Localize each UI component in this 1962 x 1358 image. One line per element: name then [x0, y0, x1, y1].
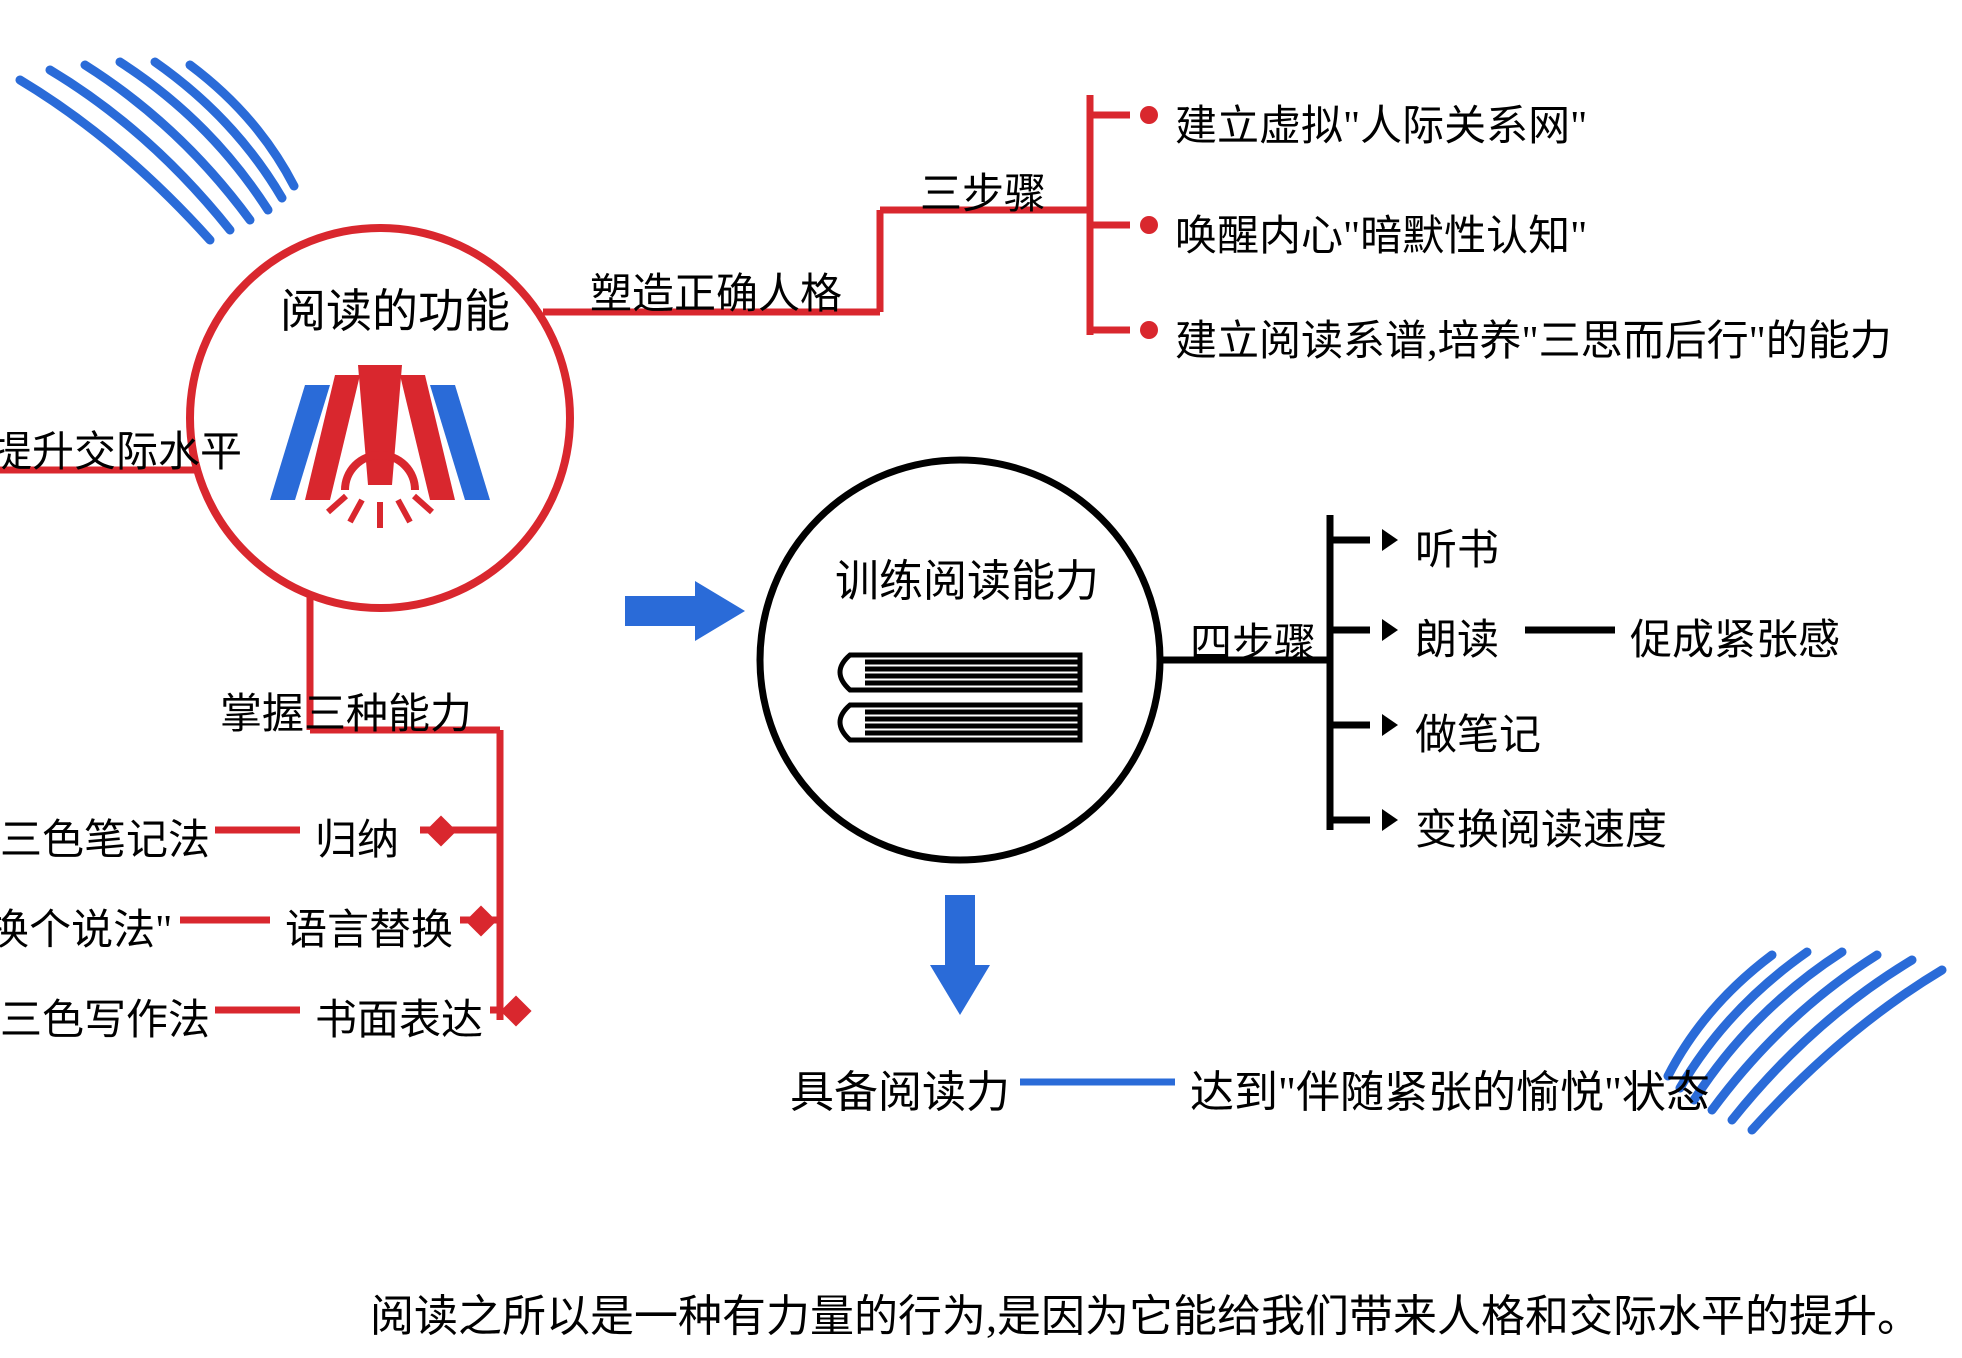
branch-right-label: 四步骤: [1190, 610, 1316, 671]
top-item-3: 建立阅读系谱,培养"三思而后行"的能力: [1175, 307, 1892, 368]
bottom-left-1: 三色笔记法: [0, 806, 210, 867]
diamond-icon: [500, 995, 531, 1026]
bottom-left-3: 三色写作法: [0, 986, 210, 1047]
bottom-right-1: 归纳: [315, 806, 399, 867]
node3-left: 具备阅读力: [790, 1056, 1010, 1120]
triangle-icon: [1382, 619, 1398, 641]
bullet-icon: [1140, 321, 1158, 339]
triangle-icon: [1382, 529, 1398, 551]
branch-bottom-label: 掌握三种能力: [220, 680, 472, 741]
bottom-right-2: 语言替换: [285, 896, 453, 957]
right-item-4: 变换阅读速度: [1415, 796, 1667, 857]
diamond-icon: [425, 815, 456, 846]
diamond-icon: [465, 905, 496, 936]
bottom-right-3: 书面表达: [315, 986, 483, 1047]
triangle-icon: [1382, 809, 1398, 831]
top-item-1: 建立虚拟"人际关系网": [1175, 92, 1587, 153]
bottom-left-2: "换个说法": [0, 896, 172, 957]
branch-left-label: 提升交际水平: [0, 418, 242, 479]
triangle-icon: [1382, 714, 1398, 736]
right-item-2-suffix: 促成紧张感: [1630, 606, 1840, 667]
node1-title: 阅读的功能: [280, 275, 510, 341]
right-item-1: 听书: [1415, 516, 1499, 577]
right-item-3: 做笔记: [1415, 701, 1541, 762]
branch-top-label: 塑造正确人格: [590, 260, 842, 321]
caption-text: 阅读之所以是一种有力量的行为,是因为它能给我们带来人格和交际水平的提升。: [370, 1280, 1921, 1344]
right-item-2: 朗读: [1415, 606, 1499, 667]
top-item-2: 唤醒内心"暗默性认知": [1175, 202, 1587, 263]
branch-top-sublabel: 三步骤: [920, 160, 1046, 221]
bullet-icon: [1140, 106, 1158, 124]
mindmap-stage: 阅读的功能 塑造正确人格 三步骤 建立虚拟"人际关系网" 唤醒内心"暗默性认知"…: [0, 0, 1962, 1358]
bullet-icon: [1140, 216, 1158, 234]
node3-right: 达到"伴随紧张的愉悦"状态: [1190, 1056, 1710, 1120]
node2-title: 训练阅读能力: [835, 545, 1099, 609]
